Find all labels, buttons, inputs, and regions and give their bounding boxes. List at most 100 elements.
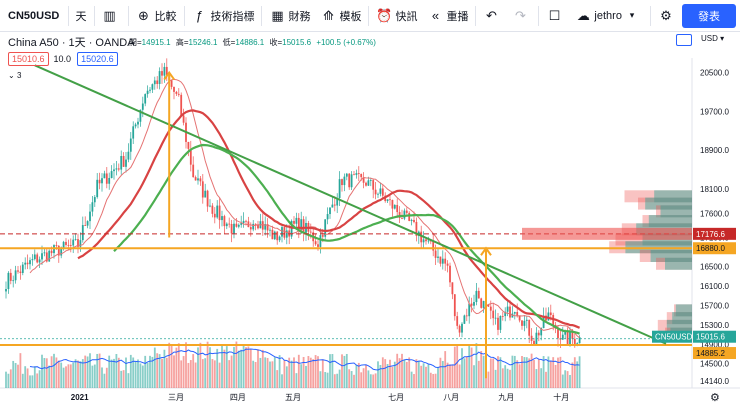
lower-level-label-bg: [693, 347, 736, 360]
lock-scale-icon[interactable]: [676, 34, 692, 46]
plus-circle-icon: ⊕: [138, 8, 149, 23]
volume-bar: [29, 375, 31, 388]
candle-body: [449, 265, 451, 283]
volume-bar: [365, 364, 367, 388]
layout-toggle[interactable]: ☐: [541, 0, 570, 32]
currency-selector[interactable]: USD ▾: [701, 34, 725, 43]
volume-bar: [72, 362, 75, 388]
volume-profile-bar-up: [645, 197, 692, 210]
financials-button[interactable]: ▦ 財務: [264, 0, 315, 32]
volume-bar: [473, 365, 475, 388]
compare-button[interactable]: ⊕ 比較: [131, 0, 182, 32]
candle-body: [93, 197, 96, 203]
layout-name-button[interactable]: ☁ jethro ▾: [570, 0, 648, 32]
volume-bar: [168, 342, 171, 388]
volume-bar: [269, 361, 271, 388]
publish-button[interactable]: 發表: [682, 4, 736, 28]
volume-bar: [559, 356, 562, 388]
alert-button[interactable]: ⏰ 快訊: [371, 0, 422, 32]
volume-bar: [355, 364, 358, 388]
templates-button[interactable]: ⟰ 模板: [315, 0, 366, 32]
symbol-search[interactable]: CN50USD: [8, 9, 60, 22]
volume-bar: [273, 357, 276, 388]
volume-bar: [477, 360, 480, 388]
volume-bar: [139, 363, 142, 388]
interval-selector[interactable]: 天: [75, 10, 87, 23]
candle-body: [357, 173, 360, 174]
candle-body: [341, 179, 343, 186]
volume-bar: [101, 367, 103, 388]
settings-button[interactable]: ⚙: [653, 0, 682, 32]
chart-title[interactable]: China A50 · 1天 · OANDA: [8, 37, 135, 49]
candle-body: [249, 227, 252, 230]
volume-bar: [561, 374, 564, 388]
lower-level-label: 14885.2: [696, 349, 725, 358]
candle-body: [182, 115, 185, 123]
candle-body: [573, 338, 576, 345]
redo-button[interactable]: ↷: [507, 0, 536, 32]
volume-bar: [14, 362, 17, 388]
descending-trendline[interactable]: [34, 64, 667, 345]
replay-label: 重播: [446, 10, 469, 23]
volume-bar: [113, 358, 115, 388]
candle-body: [252, 223, 255, 230]
candle-body: [201, 181, 204, 198]
volume-bar: [213, 360, 216, 388]
volume-bar: [235, 341, 238, 388]
candle-body: [129, 138, 132, 152]
volume-bar: [470, 347, 473, 388]
indicators-toggle[interactable]: ⌄ 3: [8, 71, 21, 80]
candle-body: [451, 282, 454, 295]
indicators-button[interactable]: ƒ 技術指標: [186, 0, 259, 32]
candle-body: [401, 217, 403, 219]
candle-body: [194, 177, 197, 181]
candle-body: [266, 224, 269, 231]
undo-button[interactable]: ↶: [478, 0, 507, 32]
toolbar-divider: [475, 5, 477, 26]
volume-bar: [564, 370, 567, 388]
volume-bar: [485, 374, 487, 388]
candle-body: [523, 320, 526, 326]
candle-body: [413, 219, 415, 222]
volume-bar: [103, 373, 106, 388]
candle-body: [408, 212, 411, 221]
candle-body: [367, 180, 370, 186]
low-label: 低=: [222, 38, 236, 47]
volume-bar: [439, 357, 442, 388]
replay-button[interactable]: « 重播: [422, 0, 473, 32]
close-value: 15015.6: [282, 38, 312, 47]
volume-bar: [170, 344, 173, 388]
candle-body: [29, 260, 31, 265]
volume-bar: [379, 364, 382, 388]
candle-body: [72, 239, 75, 246]
candle-body: [437, 256, 439, 258]
candle-body: [489, 306, 492, 311]
open-label: 開=: [129, 38, 142, 47]
price-tick-label: 15300.0: [700, 321, 729, 330]
bid-price[interactable]: 15010.6: [8, 52, 49, 66]
volume-bar: [309, 357, 312, 388]
volume-bar: [60, 362, 63, 388]
volume-bar: [259, 357, 262, 388]
volume-bar: [245, 347, 247, 388]
candle-body: [329, 207, 331, 215]
volume-bar: [264, 357, 267, 388]
candle-body: [525, 319, 528, 321]
volume-bar: [497, 356, 499, 388]
layout-name: jethro: [594, 9, 622, 22]
candle-body: [283, 227, 286, 238]
candle-body: [506, 306, 509, 312]
candle-body: [57, 245, 60, 256]
chart-type-button[interactable]: ▥: [97, 0, 126, 32]
volume-bar: [307, 356, 310, 388]
volume-bar: [425, 366, 427, 388]
candle-body: [165, 66, 168, 76]
ask-price[interactable]: 15020.6: [77, 52, 118, 66]
candle-body: [153, 80, 156, 85]
candle-body: [98, 179, 101, 184]
candle-body: [38, 259, 41, 263]
candle-body: [105, 173, 108, 184]
candle-body: [26, 262, 29, 265]
volume-bar: [79, 361, 82, 388]
